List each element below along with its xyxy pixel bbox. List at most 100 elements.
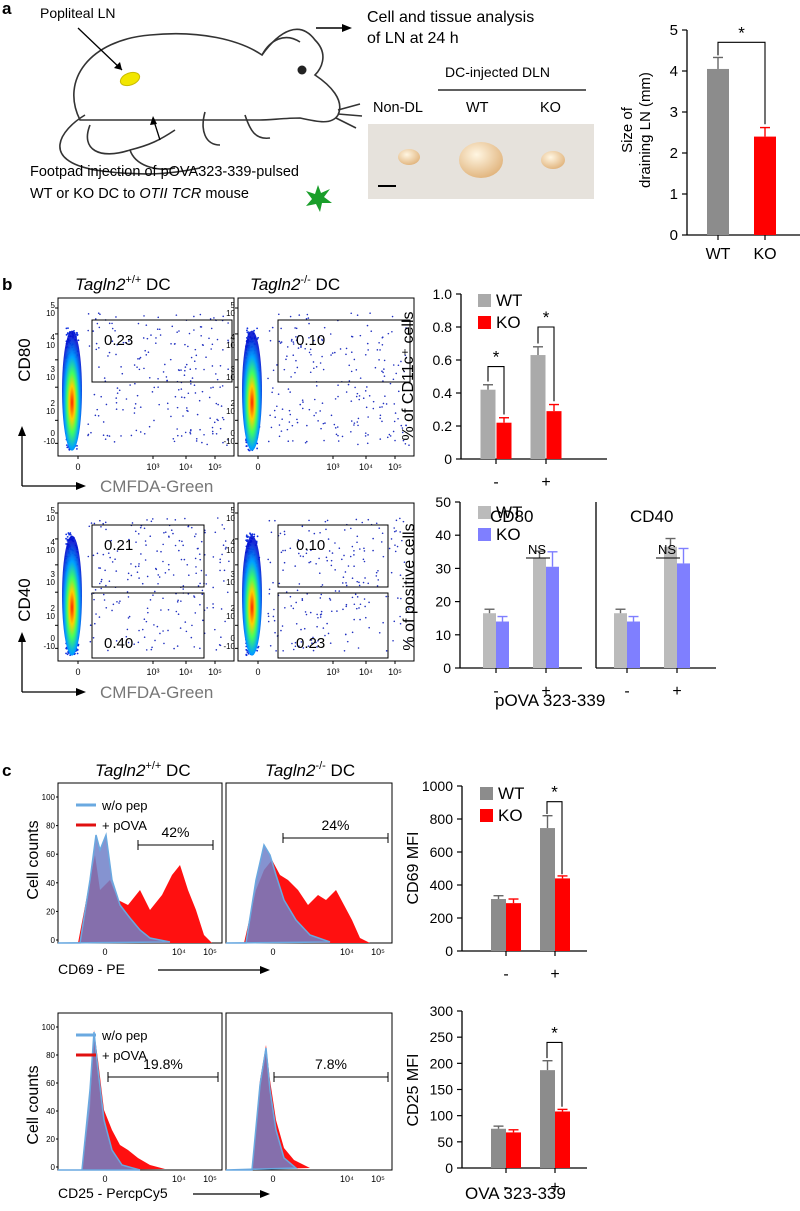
flow-dot	[397, 390, 400, 393]
flow-dot	[408, 444, 410, 446]
flow-dot	[404, 442, 407, 445]
flow-dot	[124, 341, 127, 344]
flow-dot	[125, 635, 128, 638]
flow-dot	[94, 318, 97, 320]
flow-dot	[100, 525, 102, 528]
flow-dot	[66, 332, 69, 334]
flow-dot	[69, 532, 72, 534]
flow-dot	[138, 368, 141, 371]
significance-bracket	[546, 1041, 563, 1107]
flow-dot	[399, 517, 401, 520]
y-axis-label: CD69 MFI	[405, 832, 422, 905]
flow-dot	[309, 611, 312, 614]
flow-dot	[315, 641, 317, 644]
flow-dot	[115, 353, 117, 356]
flow-dot	[298, 583, 301, 585]
flow-dot	[115, 570, 118, 572]
flow-dot	[214, 628, 216, 631]
flow-dot	[105, 606, 108, 609]
flow-dot	[218, 644, 221, 646]
flow-dot	[256, 447, 259, 450]
flow-dot	[305, 552, 308, 555]
flow-dot	[345, 347, 348, 350]
flow-dot	[372, 407, 375, 410]
flow-dot	[317, 420, 319, 422]
flow-dot	[403, 561, 406, 563]
histogram-x-tick-label: 0	[102, 1174, 107, 1184]
flow-dot	[315, 563, 317, 565]
flow-dot	[309, 371, 312, 374]
flow-x-tick-label: 10⁵	[388, 462, 402, 472]
flow-dot	[197, 585, 200, 587]
flow-dot	[173, 440, 176, 443]
flow-dot	[157, 582, 159, 585]
flow-dot	[273, 619, 276, 622]
flow-dot	[351, 335, 354, 338]
flow-dot	[246, 536, 249, 539]
flow-dot	[364, 432, 367, 434]
flow-dot	[127, 617, 130, 619]
flow-dot	[323, 439, 325, 442]
flow-dot	[210, 387, 212, 389]
flow-dot	[76, 333, 79, 336]
flow-dot	[153, 386, 156, 389]
flow-dot	[111, 340, 114, 343]
flow-dot	[164, 363, 166, 366]
flow-dot	[377, 579, 380, 581]
flow-gate	[277, 592, 389, 659]
flow-dot	[68, 448, 71, 451]
flow-dot	[350, 430, 352, 433]
flow-dot	[221, 416, 224, 419]
flow-dot	[366, 386, 368, 388]
flow-dot	[251, 534, 253, 537]
significance-star: *	[738, 23, 745, 42]
legend-pova: + pOVA	[102, 1048, 147, 1063]
popliteal-arrow	[77, 27, 123, 71]
flow-dot	[282, 569, 284, 571]
flow-dot	[155, 342, 157, 344]
flow-dot	[177, 613, 180, 615]
flow-dot	[268, 593, 271, 595]
cd69-mfi-chart: 0 200 400 600 800 1000 - + CD69 MFI WT KO *	[405, 778, 587, 983]
flow-dot	[249, 532, 251, 535]
flow-dot	[137, 533, 140, 535]
flow-dot	[77, 643, 80, 646]
flow-dot	[341, 582, 344, 584]
flow-dot	[319, 616, 322, 618]
flow-dot	[356, 535, 359, 538]
flow-density-blob	[62, 330, 82, 451]
flow-dot	[375, 522, 378, 525]
flow-dot	[316, 646, 318, 648]
bar	[480, 389, 496, 459]
flow-dot	[363, 550, 366, 552]
flow-dot	[87, 313, 90, 315]
flow-dot	[127, 596, 130, 598]
flow-dot	[104, 569, 106, 572]
flow-dot	[385, 595, 388, 598]
flow-dot	[358, 581, 360, 584]
flow-dot	[156, 550, 158, 552]
flow-dot	[283, 530, 286, 533]
flow-dot	[318, 336, 321, 339]
flow-dot	[191, 377, 194, 379]
flow-dot	[297, 334, 300, 337]
flow-dot	[116, 392, 119, 394]
flow-dot	[350, 351, 353, 354]
flow-dot	[271, 326, 274, 329]
flow-dot	[172, 437, 175, 440]
cd80-ylabel: CD80	[15, 338, 34, 381]
flow-dot	[379, 406, 381, 409]
dc-star-icon	[306, 185, 332, 212]
flow-dot	[213, 317, 215, 319]
flow-y-tick-label: 10	[226, 612, 235, 621]
flow-dot	[381, 532, 384, 535]
flow-dot	[297, 347, 300, 349]
flow-dot	[355, 395, 358, 398]
legend-label: KO	[496, 313, 521, 332]
x-tick-label: -	[503, 966, 508, 983]
flow-y-tick-label: -10	[223, 437, 235, 446]
flow-dot	[151, 646, 153, 649]
flow-dot	[320, 427, 322, 430]
flow-dot	[76, 444, 78, 447]
